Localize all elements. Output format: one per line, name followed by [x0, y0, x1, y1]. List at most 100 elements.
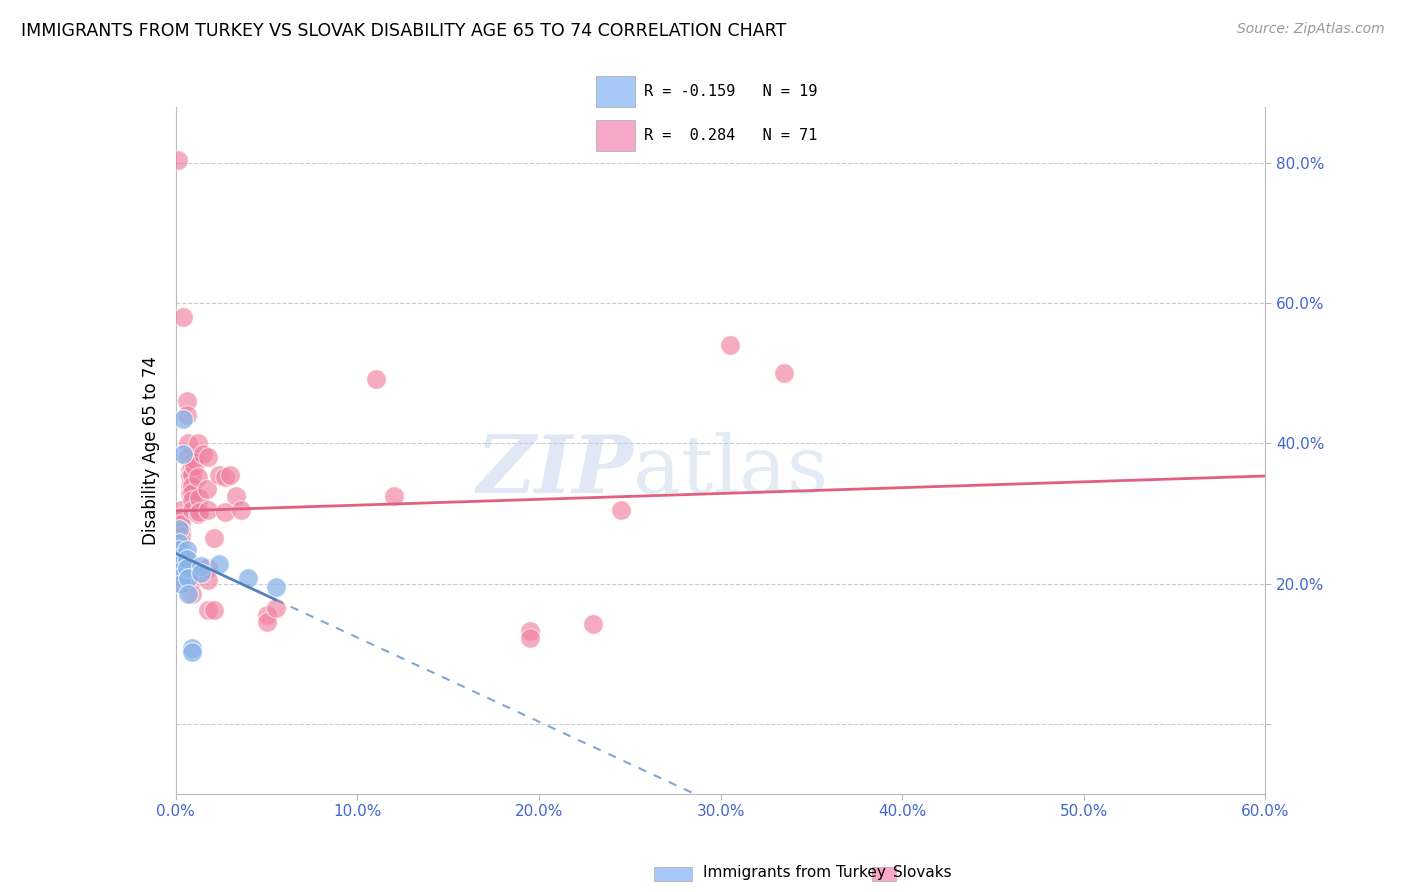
Point: [231, 503, 253, 517]
Point: [170, 524, 193, 538]
Text: Immigrants from Turkey: Immigrants from Turkey: [703, 865, 886, 880]
Point: [202, 531, 225, 545]
Point: [172, 310, 194, 325]
Point: [177, 450, 200, 465]
Point: [256, 608, 278, 623]
Point: [181, 467, 204, 482]
Point: [169, 543, 191, 558]
Point: [170, 534, 193, 549]
Point: [197, 603, 219, 617]
Point: [170, 571, 193, 585]
Point: [170, 557, 193, 571]
Point: [170, 517, 193, 532]
Point: [170, 503, 193, 517]
Point: [169, 522, 191, 536]
Point: [609, 503, 631, 517]
Point: [773, 367, 796, 381]
Point: [179, 485, 201, 500]
Point: [179, 465, 201, 479]
Bar: [596, 77, 636, 107]
Point: [208, 557, 231, 571]
Point: [172, 447, 194, 461]
Point: [214, 505, 236, 519]
Point: [183, 458, 205, 473]
Point: [190, 559, 212, 574]
Point: [181, 485, 204, 500]
Text: atlas: atlas: [633, 432, 828, 510]
Point: [170, 576, 193, 591]
Bar: [596, 120, 636, 152]
Point: [197, 503, 219, 517]
Point: [170, 561, 193, 575]
Point: [197, 573, 219, 587]
Point: [186, 470, 209, 484]
Point: [191, 447, 214, 461]
Point: [186, 436, 209, 450]
Point: [219, 467, 242, 482]
Point: [170, 557, 193, 571]
Point: [197, 561, 219, 575]
Text: R =  0.284   N = 71: R = 0.284 N = 71: [644, 128, 817, 144]
Point: [179, 468, 201, 483]
Point: [181, 503, 204, 517]
Point: [186, 507, 209, 521]
Point: [177, 436, 200, 450]
Text: IMMIGRANTS FROM TURKEY VS SLOVAK DISABILITY AGE 65 TO 74 CORRELATION CHART: IMMIGRANTS FROM TURKEY VS SLOVAK DISABIL…: [21, 22, 786, 40]
Point: [170, 576, 193, 591]
Text: R = -0.159   N = 19: R = -0.159 N = 19: [644, 84, 817, 99]
Point: [208, 467, 231, 482]
Point: [170, 549, 193, 564]
Point: [202, 603, 225, 617]
Point: [183, 451, 205, 466]
Point: [170, 540, 193, 554]
Point: [176, 394, 198, 409]
Bar: [654, 867, 693, 881]
Point: [177, 571, 200, 585]
Point: [264, 601, 287, 615]
Point: [176, 543, 198, 558]
Point: [519, 624, 541, 639]
Point: [169, 556, 191, 570]
Point: [166, 153, 188, 167]
Point: [170, 566, 193, 581]
Point: [170, 569, 193, 583]
Point: [170, 564, 193, 578]
Point: [190, 566, 212, 581]
Text: ZIP: ZIP: [477, 433, 633, 510]
Point: [181, 645, 204, 659]
Point: [195, 482, 218, 496]
Point: [519, 632, 541, 646]
Point: [188, 505, 211, 519]
Point: [582, 617, 605, 632]
Point: [181, 478, 204, 492]
Point: [181, 492, 204, 507]
Point: [181, 641, 204, 656]
Point: [172, 412, 194, 426]
Point: [179, 478, 201, 492]
Point: [181, 587, 204, 601]
Point: [170, 529, 193, 543]
Point: [170, 510, 193, 524]
Point: [170, 551, 193, 566]
Point: [176, 561, 198, 575]
Bar: [872, 867, 897, 881]
Point: [197, 450, 219, 465]
Point: [225, 489, 247, 503]
Y-axis label: Disability Age 65 to 74: Disability Age 65 to 74: [142, 356, 160, 545]
Point: [176, 409, 198, 423]
Text: Slovaks: Slovaks: [893, 865, 952, 880]
Text: Source: ZipAtlas.com: Source: ZipAtlas.com: [1237, 22, 1385, 37]
Point: [718, 338, 741, 352]
Point: [170, 546, 193, 560]
Point: [188, 491, 211, 505]
Point: [382, 489, 405, 503]
Point: [169, 545, 191, 559]
Point: [364, 372, 387, 386]
Point: [177, 587, 200, 601]
Point: [264, 580, 287, 594]
Point: [169, 552, 191, 566]
Point: [181, 573, 204, 587]
Point: [176, 552, 198, 566]
Point: [214, 470, 236, 484]
Point: [169, 536, 191, 550]
